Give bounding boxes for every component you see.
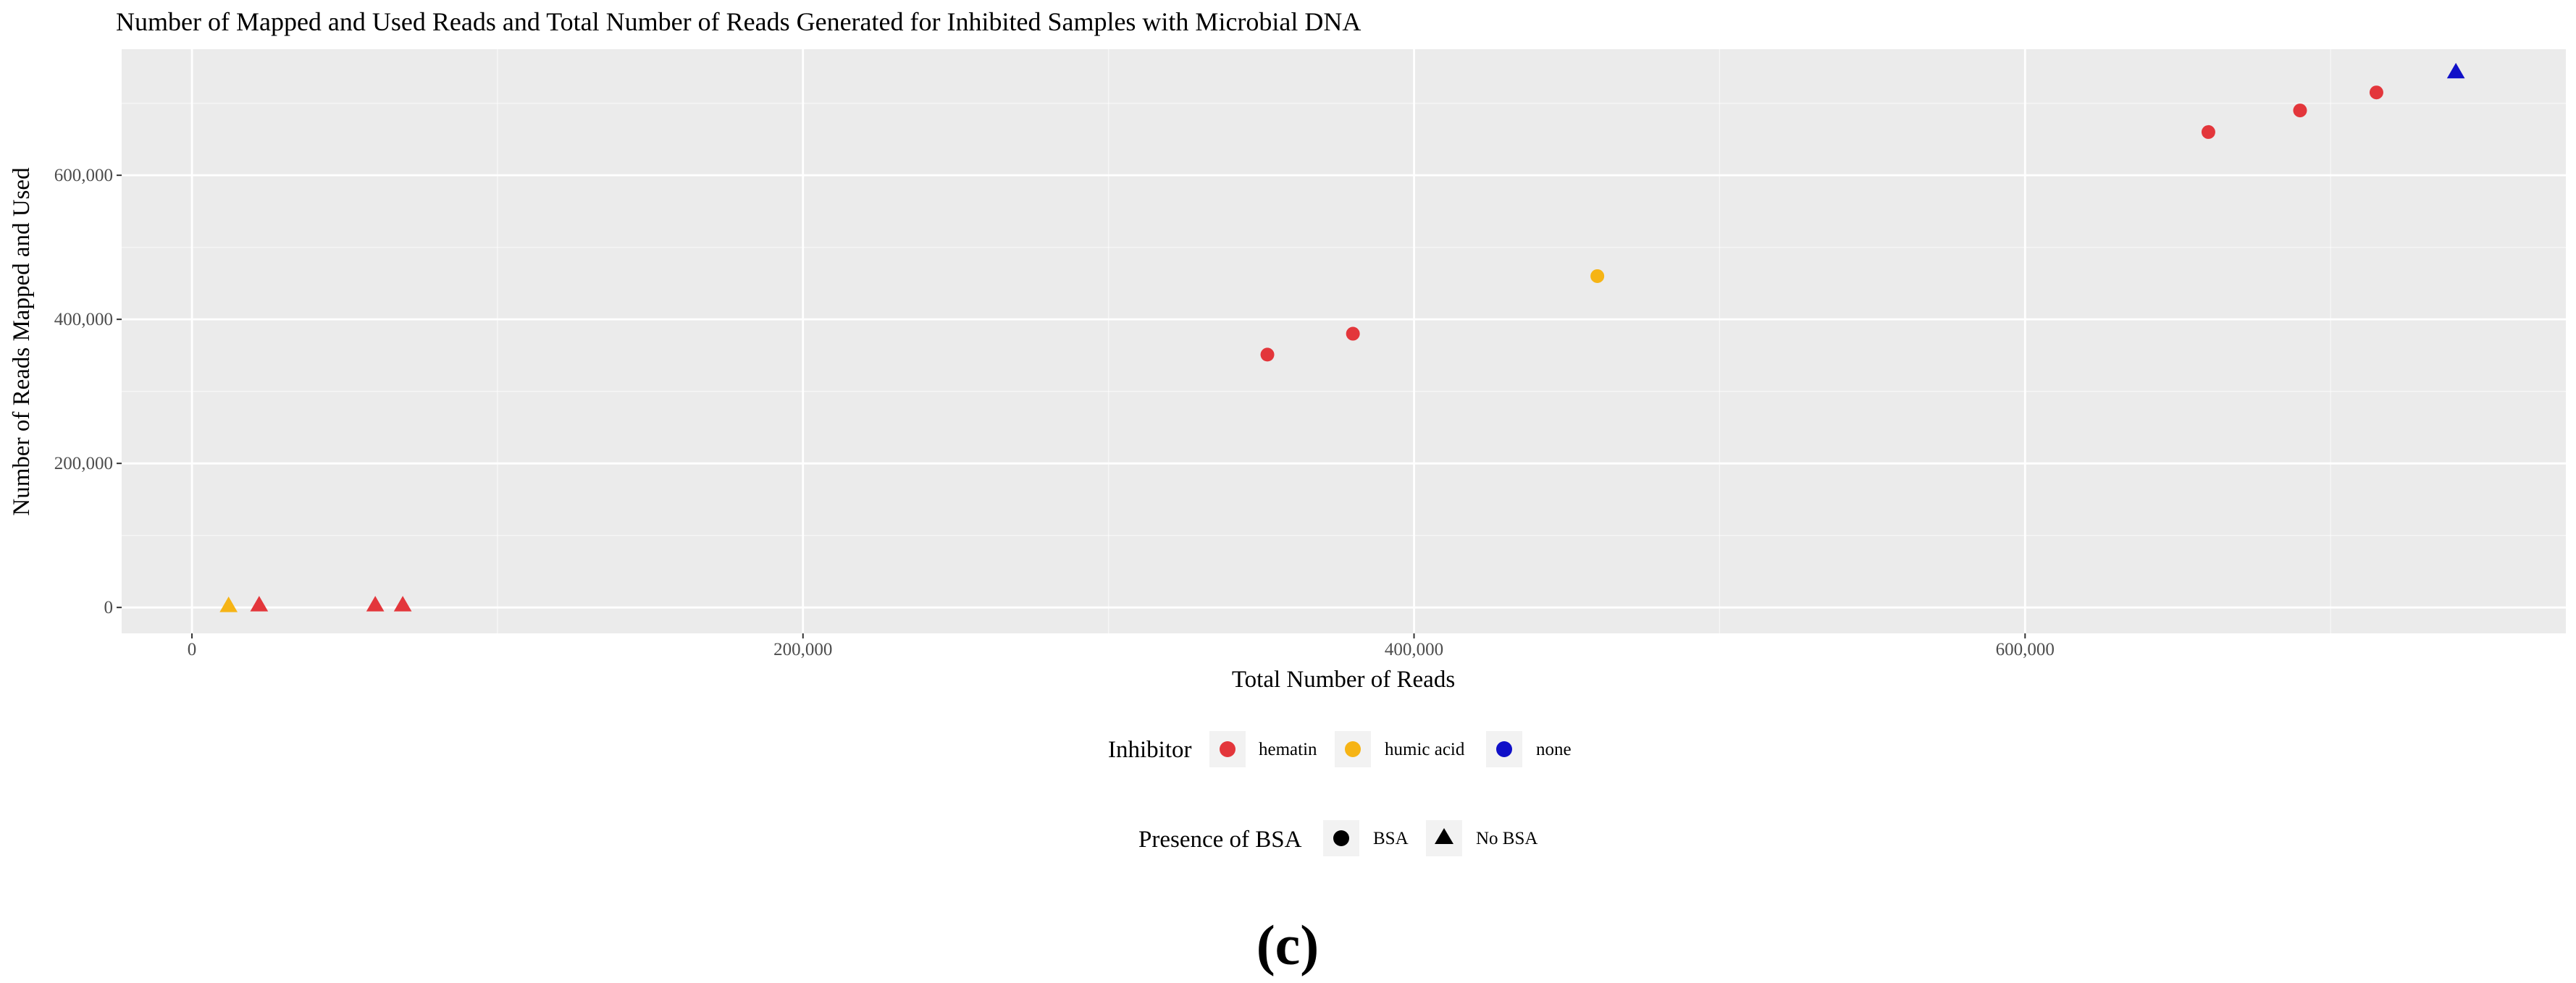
legend-key-bsa-circle [1333, 830, 1349, 846]
legend-label-bsa: BSA [1373, 829, 1409, 848]
data-points [219, 62, 2465, 612]
data-point-circle [1260, 347, 1275, 362]
panel-label: (c) [1256, 914, 1320, 976]
grid-major [122, 49, 2566, 633]
grid-minor [122, 49, 2566, 633]
x-tick-label: 0 [188, 640, 197, 659]
legend-inhibitor-title: Inhibitor [1108, 737, 1191, 763]
data-point-triangle [2446, 62, 2465, 79]
data-point-triangle [250, 596, 269, 612]
y-tick-label: 600,000 [54, 166, 113, 185]
data-point-triangle [393, 596, 412, 612]
y-axis-title: Number of Reads Mapped and Used [9, 167, 35, 516]
y-tick-label: 0 [104, 598, 114, 617]
data-point-circle [1346, 326, 1360, 341]
y-tick-label: 400,000 [54, 310, 113, 329]
x-axis-title: Total Number of Reads [1232, 667, 1455, 693]
plot-panel [122, 49, 2566, 633]
legend-key-hematin [1220, 741, 1235, 757]
data-point-circle [2201, 125, 2215, 139]
legend-label-humic-acid: humic acid [1385, 740, 1465, 759]
legend-key-no-bsa-triangle [1435, 828, 1453, 844]
legend-bsa-title: Presence of BSA [1138, 827, 1302, 853]
data-point-circle [1590, 269, 1605, 283]
legend-label-hematin: hematin [1259, 740, 1317, 759]
x-tick-label: 600,000 [1996, 640, 2055, 659]
legend-label-none: none [1536, 740, 1572, 759]
legend-inhibitor: Inhibitor hematin humic acid none [1108, 731, 1572, 767]
x-tick-label: 200,000 [773, 640, 832, 659]
axis-ticks: 0 200,000 400,000 600,000 0 200,000 400,000 600… [54, 166, 2055, 659]
data-point-circle [2369, 85, 2383, 100]
legend-key-humic-acid [1345, 741, 1361, 757]
data-point-triangle [219, 596, 238, 612]
y-tick-label: 200,000 [54, 454, 113, 473]
data-point-triangle [366, 596, 385, 612]
legend-bsa: Presence of BSA BSA No BSA [1138, 820, 1537, 856]
x-tick-label: 400,000 [1385, 640, 1443, 659]
legend-key-none [1496, 741, 1512, 757]
data-point-circle [2293, 104, 2307, 118]
chart-title: Number of Mapped and Used Reads and Tota… [116, 7, 1361, 36]
legend-label-no-bsa: No BSA [1476, 829, 1537, 848]
